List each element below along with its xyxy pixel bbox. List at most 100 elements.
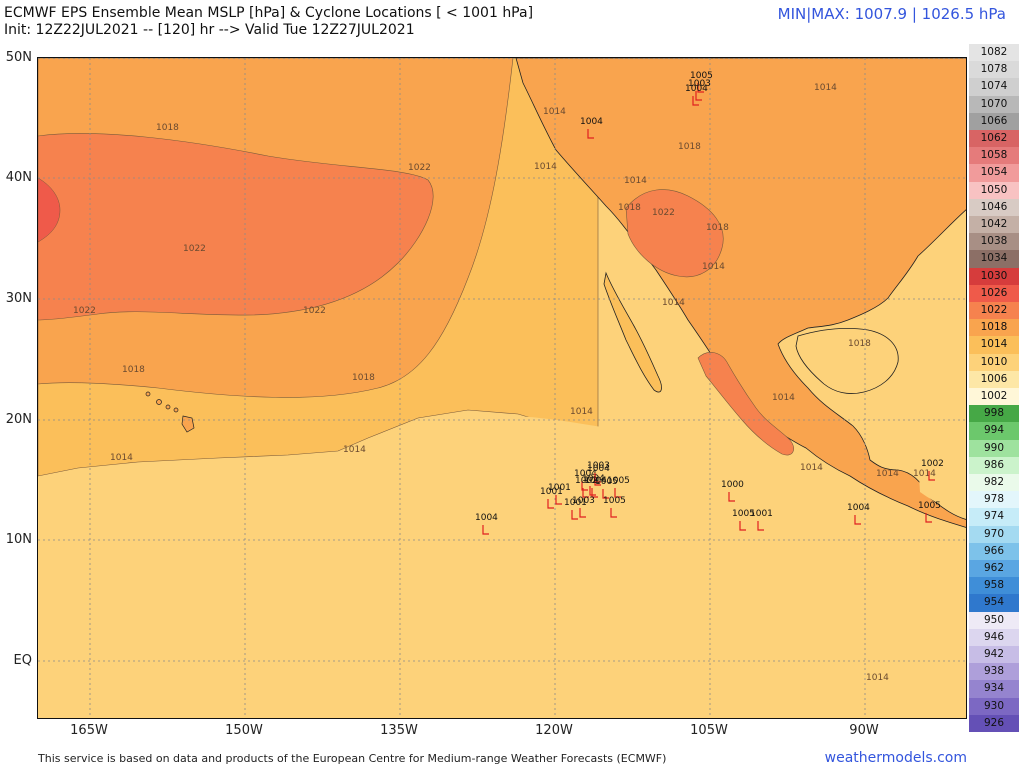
low-marker-icon bbox=[589, 486, 596, 496]
pressure-legend: 1082 1078 1074 1070 1066 1062 1058 1054 1050 1046… bbox=[969, 44, 1019, 750]
legend-swatch-1030: 1030 bbox=[969, 267, 1019, 285]
low-marker-icon bbox=[594, 476, 601, 486]
legend-swatch-974: 974 bbox=[969, 508, 1019, 526]
low-marker-icon bbox=[728, 492, 735, 502]
low-marker-icon bbox=[928, 471, 935, 481]
cyclone-marker: 1002 bbox=[921, 459, 944, 481]
cyclone-marker: 1004 bbox=[574, 469, 597, 491]
cyclone-marker: 1001 bbox=[750, 509, 773, 531]
isobar-fill-1022 bbox=[38, 133, 434, 321]
legend-swatch-1034: 1034 bbox=[969, 250, 1019, 268]
low-marker-icon bbox=[697, 83, 704, 93]
legend-swatch-1010: 1010 bbox=[969, 353, 1019, 371]
low-marker-icon bbox=[602, 489, 609, 499]
legend-swatch-994: 994 bbox=[969, 422, 1019, 440]
isobar-fill-1010-south bbox=[38, 415, 608, 718]
cyclone-markers: 1005100310041004100110041001100510041003… bbox=[475, 71, 944, 535]
cyclone-marker: 1004 bbox=[580, 117, 603, 139]
cyclone-marker: 1003 bbox=[572, 496, 595, 518]
low-marker-icon bbox=[757, 521, 764, 531]
low-marker-icon bbox=[482, 525, 489, 535]
lat-label-20n: 20N bbox=[5, 412, 32, 427]
legend-swatch-978: 978 bbox=[969, 491, 1019, 509]
low-marker-icon bbox=[555, 495, 562, 505]
great-basin-patch bbox=[625, 189, 724, 278]
legend-swatch-998: 998 bbox=[969, 405, 1019, 423]
brand-link[interactable]: weathermodels.com bbox=[824, 750, 967, 766]
legend-swatch-950: 950 bbox=[969, 611, 1019, 629]
contour-label: 1014 bbox=[913, 469, 936, 479]
legend-swatch-1078: 1078 bbox=[969, 61, 1019, 79]
legend-swatch-1074: 1074 bbox=[969, 78, 1019, 96]
legend-swatch-1054: 1054 bbox=[969, 164, 1019, 182]
lon-label-165w: 165W bbox=[70, 723, 108, 738]
lat-label-eq: EQ bbox=[13, 653, 32, 668]
cyclone-pressure-label: 1004 bbox=[582, 474, 605, 484]
cyclone-pressure-label: 1002 bbox=[575, 476, 598, 486]
cyclone-pressure-label: 1005 bbox=[595, 477, 618, 487]
cyclone-marker: 1005 bbox=[595, 477, 618, 499]
cyclone-marker: 1005 bbox=[607, 476, 630, 498]
cyclone-pressure-label: 1003 bbox=[572, 496, 595, 506]
legend-swatch-946: 946 bbox=[969, 628, 1019, 646]
legend-swatch-926: 926 bbox=[969, 714, 1019, 732]
cyclone-pressure-label: 1001 bbox=[540, 487, 563, 497]
legend-swatch-962: 962 bbox=[969, 560, 1019, 578]
low-marker-icon bbox=[614, 488, 621, 498]
cyclone-marker: 1001 bbox=[564, 498, 587, 520]
legend-swatch-1082: 1082 bbox=[969, 44, 1019, 62]
legend-swatch-1026: 1026 bbox=[969, 284, 1019, 302]
low-marker-icon bbox=[692, 96, 699, 106]
north-america-landmass bbox=[515, 58, 966, 528]
cyclone-pressure-label: 1001 bbox=[564, 498, 587, 508]
isobar-fill-1026-core bbox=[38, 177, 61, 243]
low-marker-icon bbox=[854, 515, 861, 525]
cyclone-pressure-label: 1005 bbox=[607, 476, 630, 486]
cyclone-marker: 1004 bbox=[685, 84, 708, 106]
baja-california bbox=[603, 271, 662, 393]
legend-swatch-942: 942 bbox=[969, 646, 1019, 664]
contour-label: 1022 bbox=[303, 306, 326, 316]
contour-label: 1018 bbox=[678, 142, 701, 152]
lat-label-40n: 40N bbox=[5, 170, 32, 185]
legend-swatch-1066: 1066 bbox=[969, 112, 1019, 130]
contour-label: 1018 bbox=[848, 339, 871, 349]
contour-label: 1022 bbox=[408, 163, 431, 173]
cyclone-pressure-label: 1004 bbox=[584, 476, 607, 486]
legend-swatch-954: 954 bbox=[969, 594, 1019, 612]
contour-label: 1014 bbox=[800, 463, 823, 473]
lon-label-150w: 150W bbox=[225, 723, 263, 738]
cyclone-marker: 1005 bbox=[690, 71, 713, 93]
cyclone-pressure-label: 1001 bbox=[548, 483, 571, 493]
legend-swatch-970: 970 bbox=[969, 525, 1019, 543]
contour-label: 1018 bbox=[706, 223, 729, 233]
legend-swatch-1046: 1046 bbox=[969, 198, 1019, 216]
gulf-of-mexico bbox=[795, 328, 899, 394]
cyclone-pressure-label: 1005 bbox=[918, 501, 941, 511]
contour-label: 1014 bbox=[772, 393, 795, 403]
legend-swatch-1062: 1062 bbox=[969, 130, 1019, 148]
lon-label-105w: 105W bbox=[690, 723, 728, 738]
low-marker-icon bbox=[587, 129, 594, 139]
legend-swatch-1002: 1002 bbox=[969, 388, 1019, 406]
caribbean-sea bbox=[918, 454, 966, 518]
legend-swatch-1038: 1038 bbox=[969, 233, 1019, 251]
legend-swatch-1022: 1022 bbox=[969, 302, 1019, 320]
cyclone-pressure-label: 1005 bbox=[732, 509, 755, 519]
legend-swatch-1006: 1006 bbox=[969, 370, 1019, 388]
low-marker-icon bbox=[925, 513, 932, 523]
cyclone-pressure-label: 1005 bbox=[690, 71, 713, 81]
pressure-map-canvas: 1018 1022 1022 1022 1022 1018 1018 1014 1014 1014… bbox=[38, 58, 966, 718]
contour-label: 1014 bbox=[343, 445, 366, 455]
map-title: ECMWF EPS Ensemble Mean MSLP [hPa] & Cyc… bbox=[4, 5, 533, 39]
low-marker-icon bbox=[582, 488, 589, 498]
pressure-map[interactable]: 1018 1022 1022 1022 1022 1018 1018 1014 1014 1014… bbox=[37, 57, 967, 719]
title-line-1: ECMWF EPS Ensemble Mean MSLP [hPa] & Cyc… bbox=[4, 5, 534, 21]
contour-label: 1014 bbox=[876, 469, 899, 479]
cyclone-marker: 1001 bbox=[540, 487, 563, 509]
lon-label-120w: 120W bbox=[535, 723, 573, 738]
cyclone-marker: 1003 bbox=[688, 79, 711, 101]
contour-label: 1018 bbox=[618, 203, 641, 213]
cyclone-marker: 1004 bbox=[587, 464, 610, 486]
contour-label: 1014 bbox=[866, 673, 889, 683]
